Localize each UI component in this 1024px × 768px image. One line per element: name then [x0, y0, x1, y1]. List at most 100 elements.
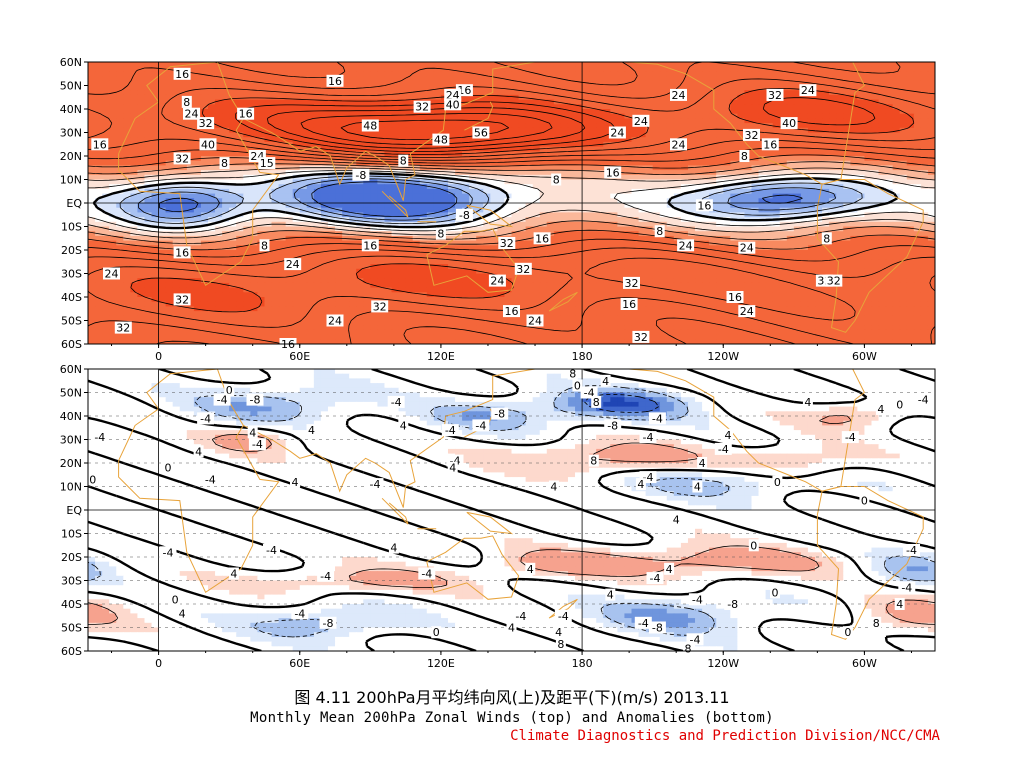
y-tick-label: 10N: [60, 174, 82, 187]
coastline: [466, 204, 514, 228]
contour-label: 16: [237, 107, 255, 121]
x-tick-label: 0: [155, 657, 162, 670]
contour-label: -8: [724, 598, 742, 611]
contour-label: 32: [825, 274, 843, 288]
contour-label: 24: [284, 258, 302, 271]
contour-label: -4: [472, 419, 490, 432]
y-tick-label: 30S: [61, 268, 82, 281]
y-tick-label: 30N: [60, 127, 82, 140]
x-tick-label: 180: [572, 350, 593, 363]
contour-label: 8: [739, 150, 750, 163]
contour-line: [88, 62, 935, 344]
y-tick-label: 30N: [60, 434, 82, 447]
y-tick-label: 50N: [60, 80, 82, 93]
figure-caption-english: Monthly Mean 200hPa Zonal Winds (top) an…: [250, 710, 774, 726]
contour-label: 16: [91, 138, 109, 151]
organization-credit: Climate Diagnostics and Prediction Divis…: [510, 728, 940, 744]
contour-label: 32: [173, 152, 191, 165]
contour-label: -4: [554, 609, 572, 623]
contour-label: 24: [183, 107, 200, 121]
coastline: [464, 101, 494, 131]
contour-label: -8: [455, 208, 473, 222]
contour-label: 4: [177, 607, 188, 620]
contour-label: 8: [219, 157, 230, 170]
contour-label: 24: [326, 314, 344, 328]
x-tick-label: 60W: [852, 657, 877, 670]
contour-label: 24: [103, 267, 120, 281]
contour-label: 4: [723, 428, 733, 442]
contour-label: 8: [551, 173, 562, 187]
contour-label: 24: [632, 114, 650, 128]
contour-label: 4: [548, 480, 559, 494]
contour-label: 40: [444, 98, 462, 111]
contour-label: 0: [859, 494, 870, 508]
contour-label: 0: [572, 379, 583, 392]
contour-label: 32: [413, 100, 431, 114]
y-tick-label: 10S: [61, 221, 82, 234]
contour-label: 48: [361, 119, 379, 132]
contour-label: -4: [197, 412, 215, 425]
y-tick-label: 40S: [61, 598, 82, 611]
coastline: [118, 369, 280, 594]
contour-label: 8: [181, 95, 192, 109]
y-tick-label: EQ: [66, 504, 82, 517]
contour-label: -4: [263, 544, 280, 557]
coastline: [426, 535, 520, 600]
contour-label: 4: [506, 621, 517, 635]
y-tick-label: 40N: [60, 103, 82, 116]
contour-label: -4: [688, 593, 706, 606]
bottom-axis-ticks: 0 60E 120E 180 120W 60W 60N 50N 40N 30N 20N 10N EQ 10…: [60, 363, 912, 670]
contour-label: 48: [432, 133, 450, 147]
contour-line: [88, 154, 935, 251]
contour-line: [88, 170, 935, 234]
contour-label: 8: [435, 227, 446, 241]
contour-label: 4: [600, 374, 611, 388]
contour-label: -4: [841, 431, 859, 444]
anomaly-contour-lines: [88, 369, 935, 651]
contour-label: 4: [671, 513, 682, 526]
contour-label: 16: [761, 138, 779, 151]
contour-label: -4: [418, 567, 436, 581]
contour-label: -4: [580, 386, 598, 400]
contour-label: -4: [248, 438, 266, 451]
x-tick-label: 120E: [427, 657, 455, 670]
contour-label: -4: [714, 442, 732, 456]
contour-label: 24: [799, 84, 817, 97]
contour-label: 8: [588, 454, 599, 468]
contour-label: 0: [842, 626, 853, 639]
contour-label: -4: [914, 393, 932, 407]
contour-label: 16: [726, 291, 744, 304]
contour-label: -4: [639, 431, 657, 444]
contour-label: 4: [692, 480, 703, 494]
coastline: [816, 486, 924, 640]
contour-label: 4: [247, 426, 258, 439]
y-tick-label: 10S: [61, 528, 82, 541]
contour-label: -4: [898, 581, 916, 595]
contour-label: 24: [738, 305, 756, 318]
y-tick-label: 50S: [61, 622, 82, 635]
contour-label: 4: [664, 562, 675, 576]
contour-label: -4: [903, 544, 920, 557]
y-tick-label: 60N: [60, 56, 82, 69]
figure-caption-chinese: 图 4.11 200hPa月平均纬向风(上)及距平(下)(m/s) 2013.1…: [294, 688, 730, 707]
coastline: [629, 369, 866, 492]
x-tick-label: 0: [155, 350, 162, 363]
y-tick-label: 30S: [61, 575, 82, 588]
contour-label: 40: [780, 117, 798, 130]
y-tick-label: 60N: [60, 363, 82, 376]
coastline: [243, 369, 536, 508]
contour-label: -4: [159, 546, 177, 559]
contour-label: 4: [525, 562, 536, 576]
contour-label: 32: [623, 276, 640, 290]
contour-label: 24: [670, 138, 687, 151]
contour-line: [138, 178, 837, 221]
x-tick-label: 60E: [289, 350, 310, 363]
y-tick-label: 60S: [61, 338, 82, 351]
coastline: [816, 179, 924, 333]
contour-label: 16: [173, 246, 191, 259]
contour-label: -4: [366, 478, 384, 491]
contour-label: -4: [91, 431, 109, 444]
contour-label: -4: [686, 633, 704, 646]
contour-label: 32: [498, 237, 516, 250]
